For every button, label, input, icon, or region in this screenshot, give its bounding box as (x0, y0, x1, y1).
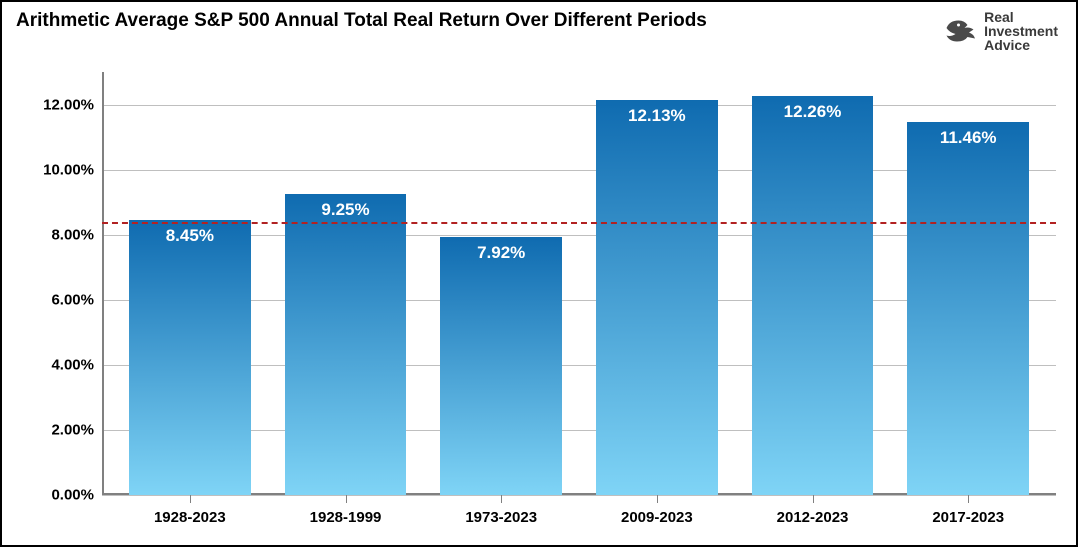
eagle-icon (942, 13, 978, 49)
x-axis-labels: 1928-20231928-19991973-20232009-20232012… (102, 495, 1056, 545)
x-tick-mark (346, 495, 347, 503)
x-tick-label: 1973-2023 (423, 495, 579, 545)
brand-logo: Real Investment Advice (942, 10, 1058, 52)
chart-title: Arithmetic Average S&P 500 Annual Total … (16, 10, 707, 32)
brand-line-2: Investment (984, 24, 1058, 38)
y-tick-label: 8.00% (51, 226, 94, 243)
y-axis: 0.00%2.00%4.00%6.00%8.00%10.00%12.00% (2, 72, 102, 495)
x-tick-mark (813, 495, 814, 503)
x-tick-mark (190, 495, 191, 503)
bar-group: 12.13% (579, 72, 735, 495)
bar-group: 7.92% (423, 72, 579, 495)
plot-area: 8.45% 9.25% 7.92% 12.13% 12.26% 11.46% (102, 72, 1056, 495)
reference-line (102, 222, 1056, 224)
y-tick-label: 0.00% (51, 487, 94, 504)
x-tick-label: 1928-2023 (112, 495, 268, 545)
x-tick-mark (501, 495, 502, 503)
x-tick-mark (657, 495, 658, 503)
bar-value-label: 9.25% (321, 200, 369, 220)
x-tick-label: 2009-2023 (579, 495, 735, 545)
bar-value-label: 7.92% (477, 243, 525, 263)
bar: 9.25% (285, 194, 406, 495)
chart-container: Arithmetic Average S&P 500 Annual Total … (0, 0, 1078, 547)
x-tick-label: 1928-1999 (268, 495, 424, 545)
bar: 11.46% (907, 122, 1028, 495)
bar-group: 8.45% (112, 72, 268, 495)
bar: 8.45% (129, 220, 250, 495)
y-tick-label: 6.00% (51, 291, 94, 308)
bar-group: 12.26% (735, 72, 891, 495)
y-tick-label: 10.00% (43, 161, 94, 178)
bar: 12.13% (596, 100, 717, 495)
y-tick-label: 2.00% (51, 421, 94, 438)
y-tick-label: 12.00% (43, 96, 94, 113)
y-tick-label: 4.00% (51, 356, 94, 373)
bar-group: 9.25% (268, 72, 424, 495)
brand-text: Real Investment Advice (984, 10, 1058, 52)
x-tick-label: 2017-2023 (890, 495, 1046, 545)
bar: 12.26% (752, 96, 873, 495)
bar-value-label: 8.45% (166, 226, 214, 246)
bar-value-label: 11.46% (940, 128, 997, 148)
x-tick-mark (968, 495, 969, 503)
bar-value-label: 12.26% (784, 102, 842, 122)
bar-value-label: 12.13% (628, 106, 686, 126)
brand-line-1: Real (984, 10, 1058, 24)
bar-group: 11.46% (890, 72, 1046, 495)
brand-line-3: Advice (984, 38, 1058, 52)
bars-container: 8.45% 9.25% 7.92% 12.13% 12.26% 11.46% (102, 72, 1056, 495)
x-tick-label: 2012-2023 (735, 495, 891, 545)
bar: 7.92% (440, 237, 561, 495)
